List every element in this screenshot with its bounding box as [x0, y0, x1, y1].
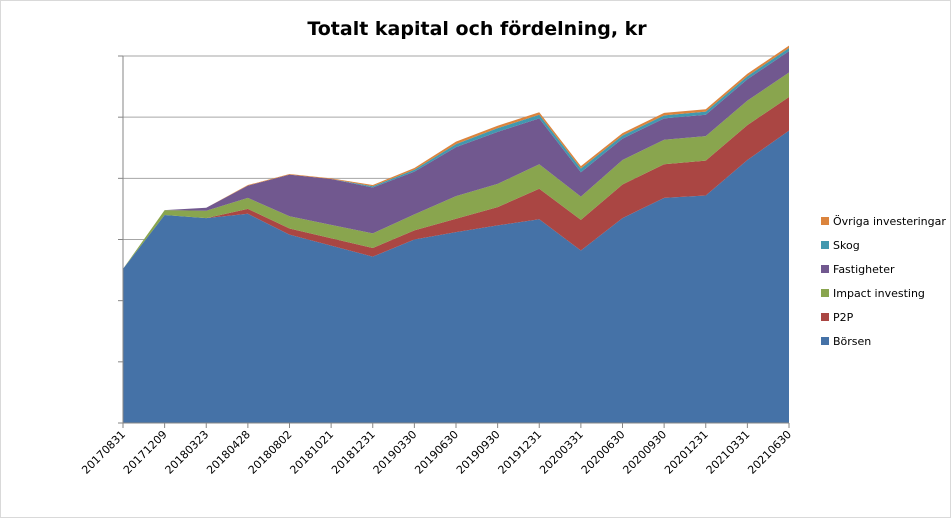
legend-swatch-fastigheter — [821, 265, 829, 273]
area-impact-investing — [123, 72, 789, 269]
x-tick-label: 20200331 — [537, 428, 586, 477]
legend-label-borsen: Börsen — [833, 335, 871, 348]
x-tick-label: 20201231 — [662, 428, 711, 477]
area-series-group — [123, 45, 789, 423]
axes — [118, 55, 790, 428]
x-tick-label: 20210331 — [704, 428, 753, 477]
chart-title: Totalt kapital och fördelning, kr — [307, 18, 647, 40]
x-tick-label: 20170831 — [79, 428, 128, 477]
x-tick-label: 20181021 — [287, 428, 336, 477]
legend-swatch-borsen — [821, 337, 829, 345]
x-tick-labels: 2017083120171209201803232018042820180802… — [79, 428, 794, 477]
legend-label-skog: Skog — [833, 239, 860, 252]
x-tick-label: 20180428 — [204, 428, 253, 477]
x-tick-label: 20180323 — [163, 428, 212, 477]
x-tick-label: 20200630 — [579, 428, 628, 477]
area-borsen — [123, 130, 789, 423]
x-tick-label: 20190630 — [412, 428, 461, 477]
legend-swatch-p2p — [821, 313, 829, 321]
x-tick-label: 20210630 — [745, 428, 794, 477]
legend-swatch-skog — [821, 241, 829, 249]
legend-label-fastigheter: Fastigheter — [833, 263, 895, 276]
x-tick-label: 20190930 — [454, 428, 503, 477]
area-fastigheter — [123, 51, 789, 269]
area-p2p — [123, 96, 789, 269]
legend-swatch-ovriga-investeringar — [821, 217, 829, 225]
x-tick-label: 20191231 — [496, 428, 545, 477]
legend-label-ovriga-investeringar: Övriga investeringar — [833, 215, 946, 228]
legend-label-p2p: P2P — [833, 311, 854, 324]
x-tick-label: 20200930 — [620, 428, 669, 477]
x-tick-label: 20171209 — [121, 428, 170, 477]
legend-swatch-impact-investing — [821, 289, 829, 297]
x-tick-label: 20181231 — [329, 428, 378, 477]
legend: Övriga investeringar Skog Fastigheter Impac… — [821, 215, 946, 348]
x-tick-label: 20190330 — [371, 428, 420, 477]
legend-label-impact-investing: Impact investing — [833, 287, 925, 300]
x-tick-label: 20180802 — [246, 428, 295, 477]
